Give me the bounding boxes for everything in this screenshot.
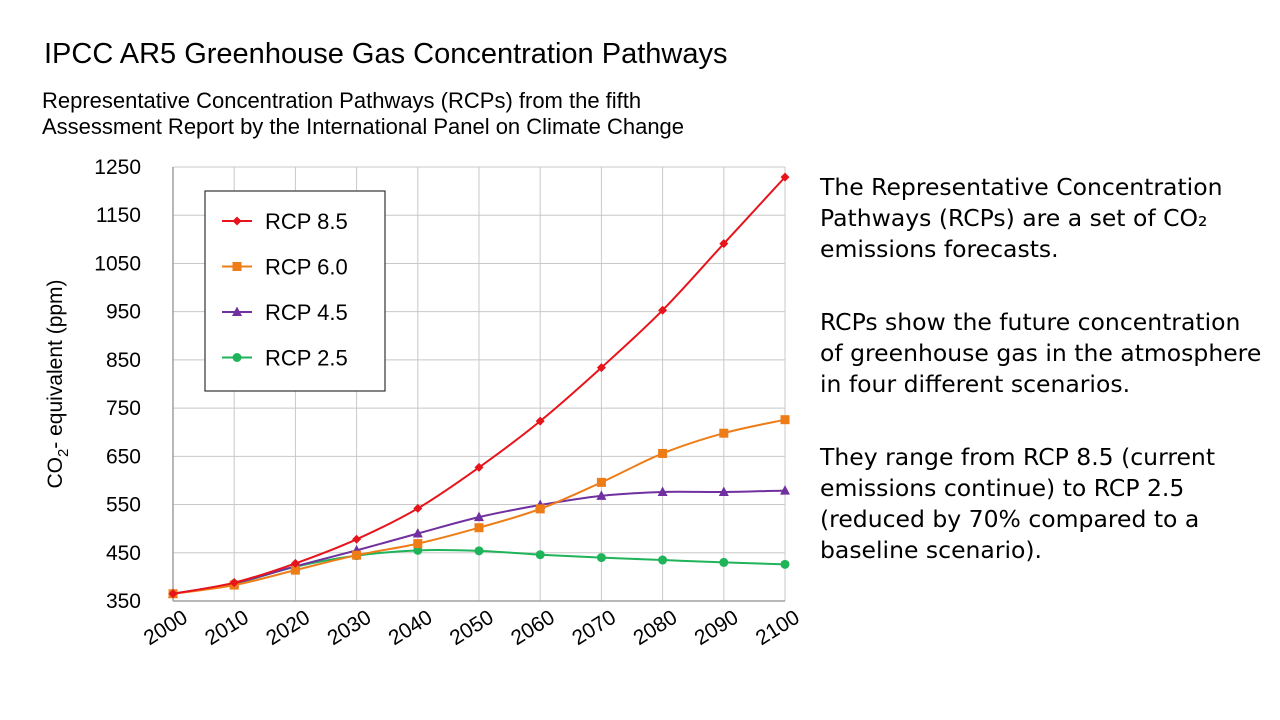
series-line	[172, 176, 786, 595]
legend-item: RCP 8.5	[222, 209, 348, 234]
data-point	[780, 172, 790, 182]
line-chart: 350 450 550 650 750 850 950 1050 1150 1250 2000 201…	[44, 156, 800, 650]
y-tick-label: 1050	[94, 252, 141, 275]
data-point	[718, 486, 729, 497]
y-tick-label: 750	[106, 397, 141, 420]
data-point	[229, 578, 239, 588]
data-point	[535, 504, 545, 514]
data-point	[596, 490, 607, 500]
data-point	[658, 305, 668, 315]
data-point	[719, 428, 729, 438]
x-tick-label: 2090	[691, 606, 743, 650]
data-point	[658, 555, 668, 565]
x-tick-label: 2060	[507, 606, 559, 650]
data-point	[474, 511, 484, 522]
explanation-paragraph-2: RCPs show the future concentration of gr…	[820, 308, 1262, 398]
data-point	[412, 527, 423, 538]
data-point	[535, 550, 545, 560]
chart-title: IPCC AR5 Greenhouse Gas Concentration Pa…	[44, 38, 728, 70]
data-point	[232, 216, 242, 226]
data-point	[352, 550, 362, 560]
data-point	[352, 534, 362, 544]
data-point	[596, 363, 606, 373]
data-point	[780, 485, 790, 495]
data-point	[290, 565, 300, 575]
data-point	[413, 545, 423, 555]
data-point	[719, 239, 729, 249]
y-tick-label: 850	[106, 349, 141, 372]
data-point	[658, 448, 668, 458]
y-tick-label: 650	[106, 445, 141, 468]
explanation-paragraph-3: They range from RCP 8.5 (current emissio…	[820, 443, 1216, 564]
data-point	[290, 558, 300, 568]
y-tick-label: 1150	[96, 204, 141, 227]
legend-label: RCP 8.5	[265, 209, 348, 234]
data-point	[780, 415, 790, 425]
data-point	[780, 559, 790, 569]
data-point	[232, 262, 242, 271]
y-axis-label-main: CO	[44, 457, 67, 489]
y-tick-label: 350	[106, 590, 141, 613]
explanation-text: The Representative Concentration Pathway…	[820, 172, 1270, 608]
data-point	[232, 353, 242, 362]
data-point	[168, 589, 178, 599]
data-point	[232, 306, 242, 316]
y-axis-label: CO2- equivalent (ppm)	[44, 279, 72, 488]
x-tick-label: 2040	[385, 606, 437, 650]
grid-lines	[172, 166, 786, 602]
y-axis-label-subscript: 2	[55, 449, 72, 457]
legend-label: RCP 6.0	[265, 255, 348, 280]
data-point	[719, 557, 729, 567]
x-tick-label: 2080	[629, 606, 681, 650]
data-point	[474, 462, 484, 472]
data-point	[413, 503, 423, 513]
series-rcp-8-5	[168, 172, 790, 599]
data-point	[474, 523, 484, 533]
chart-subtitle-line-2: Assessment Report by the International P…	[42, 114, 685, 139]
explanation-paragraph-1: The Representative Concentration Pathway…	[820, 173, 1223, 263]
x-tick-label: 2000	[140, 606, 192, 650]
data-point	[474, 546, 484, 556]
data-point	[535, 416, 545, 426]
chart-subtitle-line-1: Representative Concentration Pathways (R…	[42, 88, 642, 113]
legend-label: RCP 2.5	[265, 346, 348, 371]
y-tick-label: 950	[106, 301, 141, 324]
y-tick-label: 1250	[94, 156, 141, 179]
data-point	[413, 539, 423, 549]
legend-item: RCP 6.0	[222, 255, 348, 280]
legend-item: RCP 2.5	[222, 346, 348, 371]
x-tick-label: 2050	[446, 606, 498, 650]
legend-item: RCP 4.5	[222, 300, 348, 325]
legend-label: RCP 4.5	[265, 300, 348, 325]
series-line	[172, 418, 786, 595]
x-tick-label: 2100	[752, 606, 800, 650]
x-tick-label: 2010	[201, 606, 253, 650]
y-tick-label: 550	[106, 494, 141, 517]
data-point	[657, 486, 668, 497]
x-tick-label: 2020	[262, 606, 314, 650]
chart-subtitle: Representative Concentration Pathways (R…	[42, 88, 802, 140]
y-axis-label-rest: - equivalent (ppm)	[44, 279, 67, 448]
data-point	[596, 553, 606, 563]
data-point	[596, 477, 606, 487]
x-tick-label: 2030	[323, 606, 375, 650]
legend: RCP 8.5 RCP 6.0 RCP 4.5 RCP 2.5	[204, 190, 386, 392]
y-tick-label: 450	[106, 542, 141, 565]
x-tick-label: 2070	[568, 606, 620, 650]
